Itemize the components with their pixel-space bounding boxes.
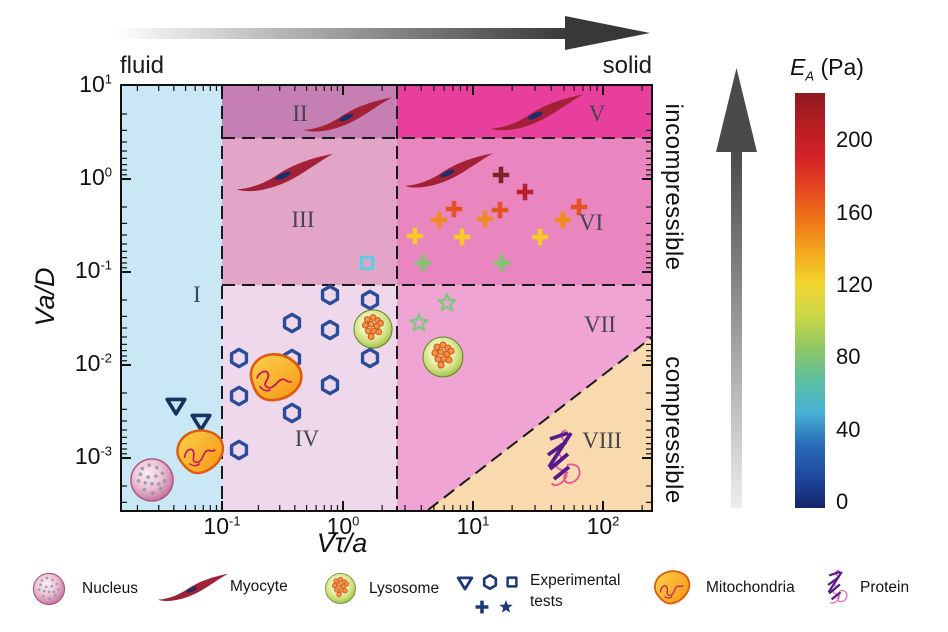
marker-star [499, 599, 513, 613]
marker-hexagon [360, 347, 380, 369]
marker-plus [531, 228, 549, 246]
incompressible-label: incompressible [660, 103, 687, 271]
marker-triangle [190, 413, 212, 432]
marker-plus [476, 210, 494, 228]
region-label-III: III [292, 207, 315, 232]
region-label-IV: IV [295, 426, 320, 451]
legend-label-lysosome: Lysosome [369, 579, 440, 597]
marker-plus [453, 228, 471, 246]
y-tick-label: 101 [79, 71, 112, 97]
region-label-VII: VII [584, 312, 616, 337]
legend-item-lysosome: Lysosome [324, 572, 439, 605]
mitochondria-icon [646, 563, 698, 611]
colorbar-tick-label: 40 [836, 416, 861, 442]
region-label-II: II [292, 101, 307, 126]
marker-hexagon [320, 374, 340, 396]
colorbar [795, 93, 825, 508]
region-label-VIII: VIII [582, 428, 622, 453]
colorbar-title: EA (Pa) [790, 54, 864, 84]
colorbar-tick-label: 120 [836, 271, 873, 297]
x-tick-label: 101 [456, 513, 490, 539]
y-tick-label: 10-2 [74, 350, 112, 376]
marker-plus [516, 183, 534, 201]
legend-label-protein: Protein [860, 579, 910, 596]
colorbar-tick-label: 80 [836, 344, 861, 370]
marker-hexagon [229, 439, 249, 461]
nucleus-icon [32, 572, 66, 606]
marker-star [409, 312, 429, 332]
x-tick-label: 10-1 [203, 513, 241, 539]
marker-hexagon [320, 319, 340, 341]
compressible-label: compressible [660, 356, 687, 504]
marker-triangle [165, 397, 187, 416]
marker-hexagon [482, 573, 498, 591]
region-label-VI: VI [579, 210, 603, 235]
marker-plus [491, 201, 509, 219]
colorbar-tick-label: 0 [836, 489, 849, 514]
colorbar-tick-label: 160 [836, 199, 873, 225]
region-label-I: I [193, 282, 201, 307]
legend-label-mitochondria: Mitochondria [706, 578, 795, 596]
legend-item-myocyte: Myocyte [158, 572, 288, 602]
marker-square [506, 576, 518, 588]
marker-plus [414, 254, 432, 272]
lysosome-icon [422, 336, 464, 378]
y-axis-title: Va/D [30, 267, 60, 327]
legend-label-experimental: Experimental tests [530, 572, 621, 610]
marker-square [359, 255, 375, 271]
y-tick-label: 10-1 [74, 257, 112, 283]
y-tick-label: 100 [79, 164, 112, 190]
legend-item-nucleus: Nucleus [32, 572, 138, 606]
x-tick-label: 100 [326, 513, 360, 539]
x-axis-title: Vτ/a [316, 528, 368, 558]
y-tick-label: 10-3 [74, 443, 112, 469]
marker-hexagon [229, 347, 249, 369]
marker-hexagon [282, 312, 302, 334]
marker-plus [406, 227, 424, 245]
colorbar-arrow [716, 68, 757, 508]
solid-label: solid [602, 52, 652, 79]
fluid-solid-arrow [115, 16, 650, 50]
marker-hexagon [282, 402, 302, 424]
lysosome-icon [353, 309, 393, 349]
legend-item-experimental-tests: Experimental tests [452, 566, 620, 616]
marker-hexagon [360, 289, 380, 311]
nucleus-icon [130, 458, 174, 502]
legend-label-myocyte: Myocyte [230, 578, 288, 595]
fluid-label: fluid [120, 52, 165, 79]
legend-label-nucleus: Nucleus [82, 580, 138, 597]
phase-boundary [427, 337, 651, 510]
marker-plus [570, 198, 588, 216]
region-label-V: V [589, 101, 606, 126]
marker-star [437, 292, 457, 312]
legend-item-protein: Protein [822, 568, 909, 608]
legend-item-mitochondria: Mitochondria [650, 568, 795, 607]
marker-hexagon [320, 284, 340, 306]
marker-plus [475, 600, 489, 614]
region-V [397, 86, 651, 138]
marker-plus [492, 166, 510, 184]
experimental-markers-icon [456, 573, 518, 614]
myocyte-icon [158, 572, 228, 602]
marker-triangle [456, 576, 474, 591]
marker-plus [554, 211, 572, 229]
lysosome-icon [324, 572, 357, 605]
marker-plus [445, 200, 463, 218]
colorbar-tick-label: 200 [836, 127, 873, 153]
protein-icon [822, 568, 852, 608]
marker-hexagon [229, 385, 249, 407]
region-VI [397, 138, 651, 285]
marker-plus [493, 254, 511, 272]
marker-plus [430, 211, 448, 229]
x-tick-label: 102 [586, 513, 620, 539]
